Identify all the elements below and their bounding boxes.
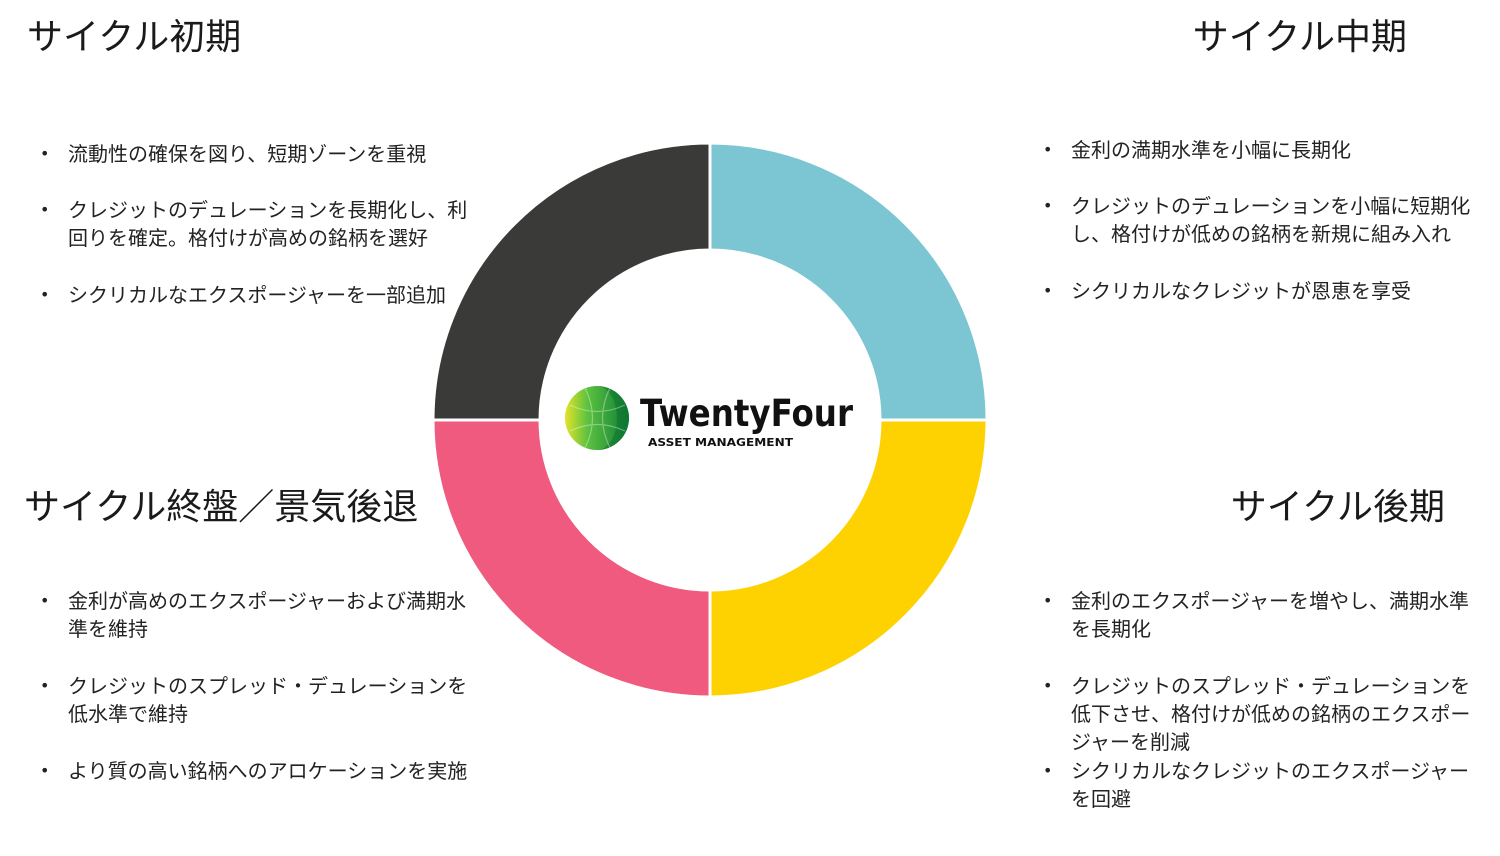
list-item: • シクリカルなクレジットのエクスポージャーを回避 [1043,759,1469,811]
bullet-icon: • [40,285,50,304]
list-item: • 金利が高めのエクスポージャーおよび満期水準を維持 [40,589,466,641]
bullet-icon: • [40,144,50,163]
list-item: • クレジットのデュレーションを長期化し、利回りを確定。格付けが高めの銘柄を選好 [40,198,468,250]
segment-early-cycle [431,141,712,422]
title-late-cycle: サイクル後期 [1230,487,1445,528]
bullet-icon: • [1043,761,1053,780]
segment-late-cycle [708,418,989,699]
bullet-icon: • [40,200,50,219]
title-end-cycle: サイクル終盤／景気後退 [24,487,419,528]
title-mid-cycle: サイクル中期 [1192,17,1407,58]
list-item: • クレジットのスプレッド・デュレーションを低水準で維持 [40,674,468,726]
bullet-icon: • [1043,676,1053,695]
bullet-icon: • [1043,140,1053,159]
logo-name: TwentyFour [640,392,854,435]
bullet-icon: • [1043,281,1053,300]
list-item: • クレジットのデュレーションを小幅に短期化し、格付けが低めの銘柄を新規に組み入れ [1043,194,1471,246]
bullet-icon: • [40,761,50,780]
list-item: • 流動性の確保を図り、短期ゾーンを重視 [40,142,427,166]
segment-end-cycle [431,418,712,699]
list-item: • シクリカルなエクスポージャーを一部追加 [40,283,446,307]
list-item: • クレジットのスプレッド・デュレーションを低下させ、格付けが低めの銘柄のエクスポ… [1043,674,1471,754]
bullet-icon: • [1043,196,1053,215]
twentyfour-logo-globe-icon [565,386,629,450]
title-early-cycle: サイクル初期 [27,17,242,58]
list-item: • シクリカルなクレジットが恩恵を享受 [1043,279,1411,303]
list-item: • より質の高い銘柄へのアロケーションを実施 [40,759,468,783]
segment-mid-cycle [708,141,989,422]
bullet-icon: • [40,676,50,695]
bullet-icon: • [40,591,50,610]
list-item: • 金利の満期水準を小幅に長期化 [1043,138,1351,162]
bullet-icon: • [1043,591,1053,610]
logo-subtitle: ASSET MANAGEMENT [648,437,794,449]
list-item: • 金利のエクスポージャーを増やし、満期水準を長期化 [1043,589,1469,641]
